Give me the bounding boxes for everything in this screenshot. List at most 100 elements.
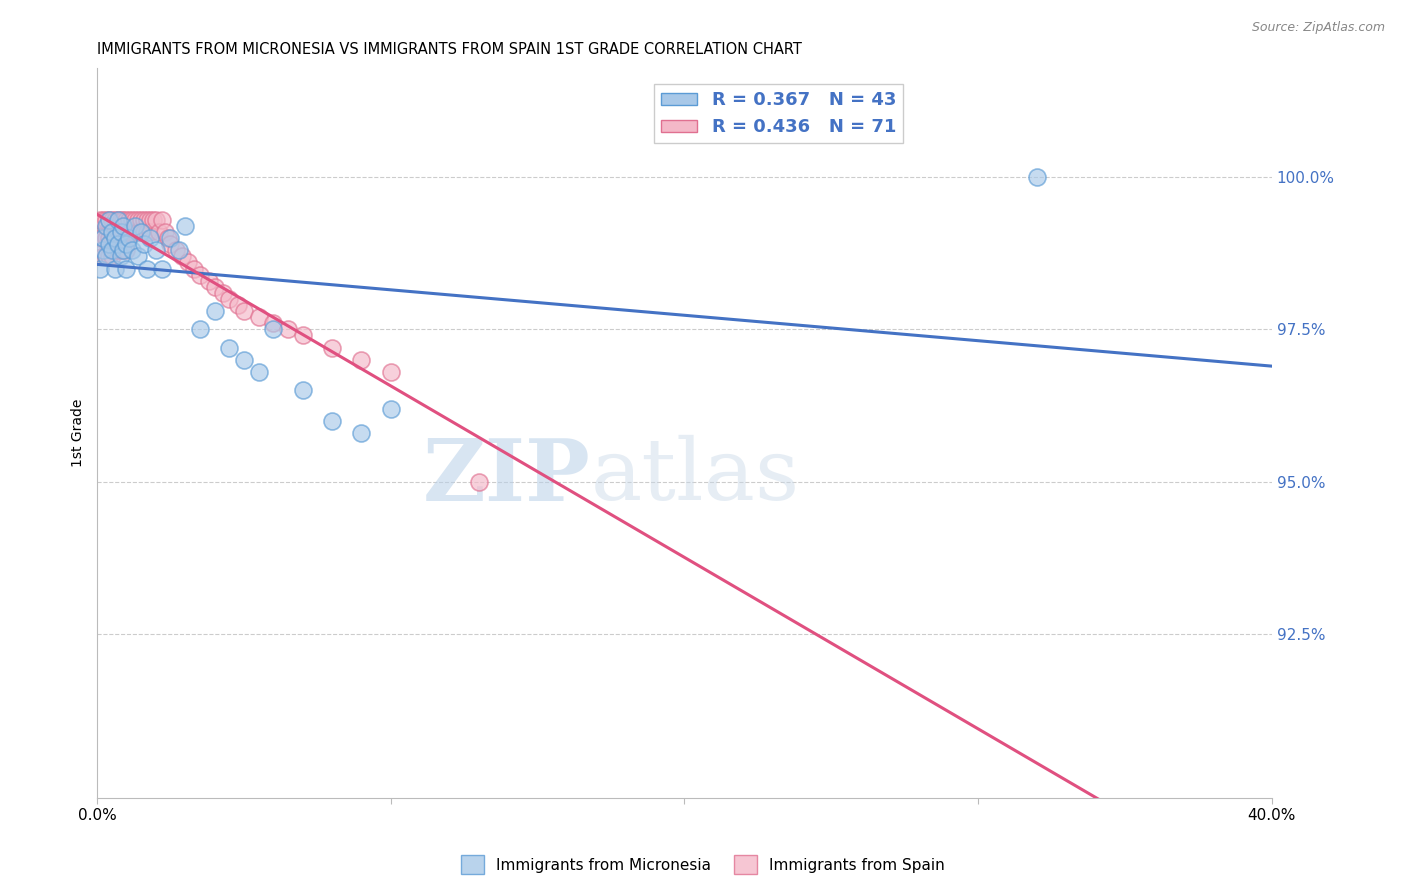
Point [169,244,191,258]
Point [247,310,270,325]
Point [350,425,373,440]
Point [150,212,173,227]
Point [110,225,132,239]
Point [91,212,114,227]
Point [142,212,165,227]
Point [100,249,122,263]
Point [172,249,194,263]
Point [94,249,117,263]
Point [150,261,173,276]
Point [107,237,129,252]
Point [156,231,179,245]
Point [112,244,135,258]
Point [104,244,127,258]
Point [94,231,117,245]
Text: atlas: atlas [591,435,800,518]
Point [112,212,135,227]
Point [291,328,314,343]
Point [132,212,155,227]
Point [139,212,162,227]
Point [139,231,162,245]
Point [321,341,343,355]
Point [350,352,373,367]
Point [124,219,146,233]
Point [247,365,270,379]
Point [165,244,187,258]
Point [100,244,122,258]
Point [104,225,127,239]
Point [153,225,176,239]
Point [107,225,129,239]
Point [91,231,114,245]
Point [100,225,122,239]
Point [115,237,138,252]
Point [89,261,111,276]
Point [188,322,211,336]
Point [89,212,111,227]
Point [124,225,146,239]
Point [380,401,402,416]
Point [110,249,132,263]
Point [132,225,155,239]
Point [127,212,149,227]
Point [112,225,135,239]
Point [159,237,181,252]
Point [174,219,197,233]
Point [197,274,219,288]
Point [145,244,167,258]
Point [136,261,159,276]
Point [97,231,120,245]
Text: IMMIGRANTS FROM MICRONESIA VS IMMIGRANTS FROM SPAIN 1ST GRADE CORRELATION CHART: IMMIGRANTS FROM MICRONESIA VS IMMIGRANTS… [97,42,801,57]
Point [204,304,226,318]
Point [262,316,284,330]
Point [129,212,152,227]
Point [136,212,159,227]
Point [124,212,146,227]
Point [212,285,235,300]
Point [115,212,138,227]
Text: Source: ZipAtlas.com: Source: ZipAtlas.com [1251,21,1385,34]
Point [139,225,162,239]
Point [115,225,138,239]
Point [121,212,143,227]
Text: ZIP: ZIP [423,434,591,518]
Point [204,279,226,293]
Point [115,244,138,258]
Legend: Immigrants from Micronesia, Immigrants from Spain: Immigrants from Micronesia, Immigrants f… [456,849,950,880]
Point [94,219,117,233]
Legend: R = 0.367   N = 43, R = 0.436   N = 71: R = 0.367 N = 43, R = 0.436 N = 71 [654,84,903,144]
Point [104,212,127,227]
Point [97,212,120,227]
Point [321,414,343,428]
Point [107,212,129,227]
Point [218,341,240,355]
Point [110,212,132,227]
Point [129,225,152,239]
Point [112,219,135,233]
Point [118,231,141,245]
Point [291,383,314,397]
Point [177,255,200,269]
Point [468,475,491,489]
Point [232,304,254,318]
Point [107,244,129,258]
Point [94,249,117,263]
Point [100,212,122,227]
Point [145,212,167,227]
Point [100,231,122,245]
Point [91,244,114,258]
Point [277,322,299,336]
Point [107,212,129,227]
Point [232,352,254,367]
Point [118,212,141,227]
Point [94,212,117,227]
Point [89,231,111,245]
Point [97,212,120,227]
Point [380,365,402,379]
Point [132,237,155,252]
Point [97,249,120,263]
Point [115,261,138,276]
Point [121,225,143,239]
Point [112,244,135,258]
Point [104,231,127,245]
